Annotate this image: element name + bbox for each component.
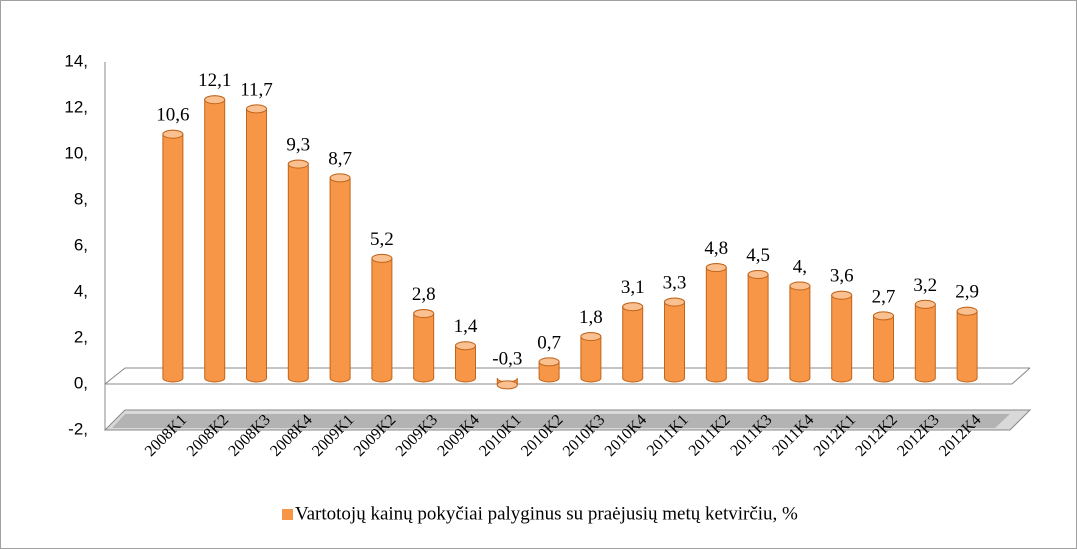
value-label: 1,4 xyxy=(454,316,478,337)
bar-top xyxy=(622,302,644,312)
bar xyxy=(956,306,978,383)
bar-top xyxy=(455,341,476,351)
y-tick-label: 6, xyxy=(74,235,88,254)
y-tick-label: 2, xyxy=(74,327,88,346)
bar xyxy=(831,290,853,383)
value-label: -0,3 xyxy=(492,348,522,369)
value-label: 3,2 xyxy=(913,275,937,296)
bar xyxy=(204,95,226,383)
value-label: 3,6 xyxy=(830,266,854,287)
value-label: 5,2 xyxy=(370,229,394,250)
value-label: 11,7 xyxy=(240,79,273,100)
y-tick-label: 10, xyxy=(64,143,88,162)
value-label: 3,3 xyxy=(663,272,687,293)
bar xyxy=(914,299,936,383)
y-tick-label: 8, xyxy=(74,189,88,208)
value-label: 3,1 xyxy=(621,277,645,298)
bar-top xyxy=(873,311,894,321)
value-label: 4,8 xyxy=(704,238,728,259)
y-tick-label: -2, xyxy=(68,419,88,438)
bar xyxy=(873,311,894,383)
bar-top xyxy=(914,299,936,309)
bar xyxy=(747,270,769,383)
value-label: 2,7 xyxy=(872,286,896,307)
value-label: 4, xyxy=(793,256,807,277)
bar-top xyxy=(371,253,393,263)
y-tick-label: 14, xyxy=(64,51,88,70)
y-tick-label: 12, xyxy=(64,97,88,116)
value-label: 2,8 xyxy=(412,284,436,305)
bar xyxy=(246,104,267,383)
bar xyxy=(287,159,309,383)
bar xyxy=(371,253,393,383)
bar-top xyxy=(580,332,602,342)
bar-top xyxy=(246,104,267,114)
bar-top xyxy=(287,159,309,169)
bar xyxy=(329,173,351,383)
zero-side xyxy=(1011,367,1031,385)
bar-top xyxy=(747,270,769,279)
bar-top xyxy=(705,263,727,273)
bar xyxy=(789,281,811,383)
bar-top xyxy=(956,306,978,316)
bar-top xyxy=(413,309,435,319)
y-tick-label: 0, xyxy=(74,373,88,392)
bar-top xyxy=(831,290,853,300)
value-label: 12,1 xyxy=(198,70,231,91)
value-label: 0,7 xyxy=(537,332,561,353)
bar xyxy=(622,302,644,383)
bar xyxy=(705,263,727,383)
zero-side xyxy=(104,367,126,385)
value-label: 10,6 xyxy=(156,105,189,126)
bar-top xyxy=(204,95,226,105)
bar xyxy=(413,309,435,383)
value-label: 8,7 xyxy=(328,148,352,169)
value-label: 1,8 xyxy=(579,307,603,328)
bar xyxy=(162,129,184,383)
value-label: 9,3 xyxy=(286,134,310,155)
y-tick-label: 4, xyxy=(74,281,88,300)
floor-shadow xyxy=(112,414,1010,428)
bar xyxy=(664,297,685,383)
bar-top xyxy=(162,129,184,139)
bar-top xyxy=(538,357,560,367)
value-label: 2,9 xyxy=(955,282,979,303)
bar-top xyxy=(329,173,351,183)
value-label: 4,5 xyxy=(746,245,770,266)
legend-swatch xyxy=(282,509,293,520)
bar-top xyxy=(496,380,518,390)
bar-top xyxy=(789,281,811,291)
bar-top xyxy=(664,297,685,307)
legend-label: Vartotojų kainų pokyčiai palyginus su pr… xyxy=(295,503,798,524)
